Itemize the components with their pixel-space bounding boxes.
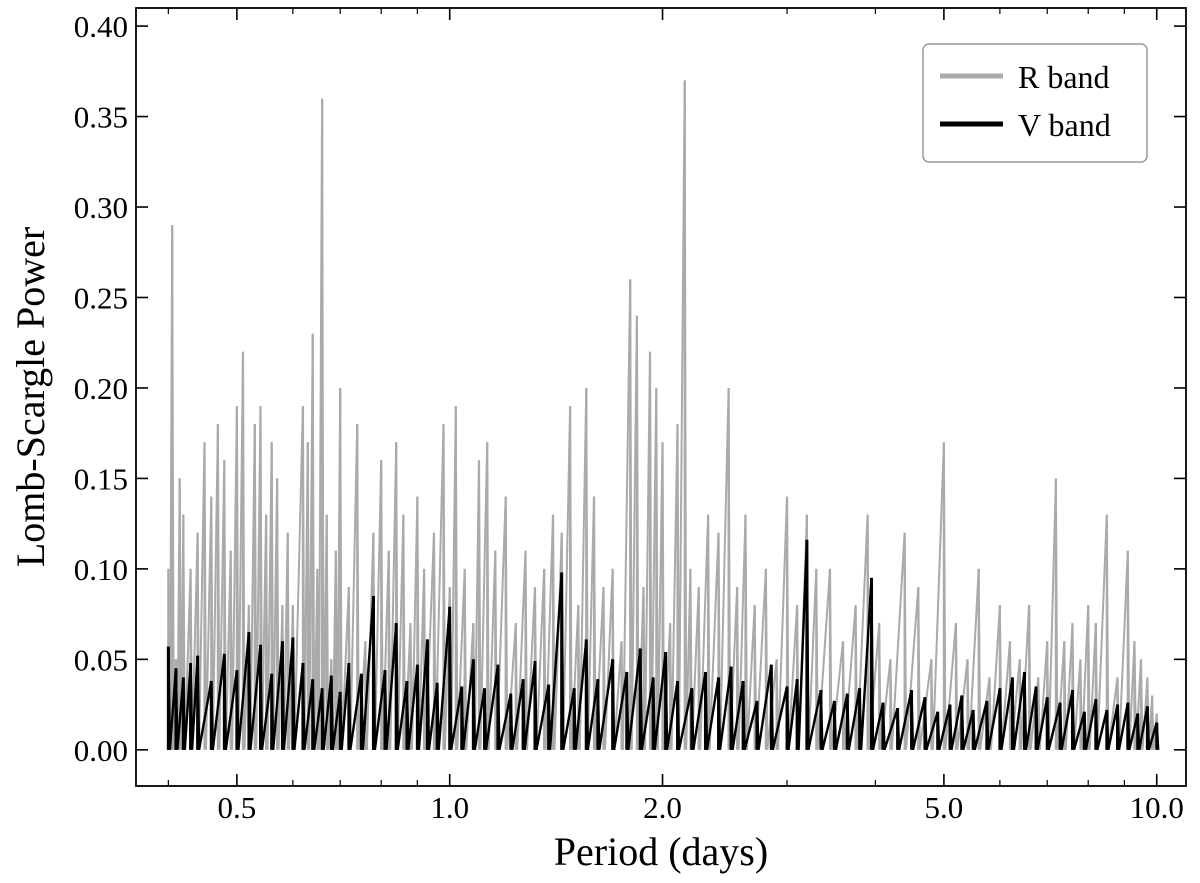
- y-axis-label: Lomb-Scargle Power: [8, 227, 53, 567]
- y-tick-label: 0.15: [74, 461, 128, 496]
- series-layer: [166, 80, 1160, 751]
- y-tick-label: 0.05: [74, 642, 128, 677]
- x-tick-label: 10.0: [1130, 790, 1184, 825]
- y-tick-label: 0.25: [74, 280, 128, 315]
- legend-label-v-band: V band: [1018, 107, 1111, 143]
- x-tick-label: 5.0: [925, 790, 964, 825]
- y-tick-label: 0.40: [74, 9, 128, 44]
- y-tick-label: 0.35: [74, 100, 128, 135]
- x-tick-label: 2.0: [643, 790, 682, 825]
- legend-label-r-band: R band: [1018, 59, 1110, 95]
- y-tick-label: 0.20: [74, 371, 128, 406]
- y-tick-label: 0.00: [74, 733, 128, 768]
- y-tick-labels: 0.00 0.05 0.10 0.15 0.20 0.25 0.30 0.35 0.40: [74, 9, 128, 768]
- ticks-layer: [136, 8, 1186, 786]
- x-tick-label: 0.5: [217, 790, 256, 825]
- x-tick-labels: 0.5 1.0 2.0 5.0 10.0: [217, 790, 1183, 825]
- series-v-band: [166, 539, 1160, 751]
- legend: R band V band: [922, 43, 1148, 163]
- y-tick-label: 0.30: [74, 190, 128, 225]
- x-axis-label: Period (days): [554, 829, 768, 874]
- x-tick-label: 1.0: [430, 790, 469, 825]
- y-tick-label: 0.10: [74, 552, 128, 587]
- plot-frame: [135, 7, 1187, 787]
